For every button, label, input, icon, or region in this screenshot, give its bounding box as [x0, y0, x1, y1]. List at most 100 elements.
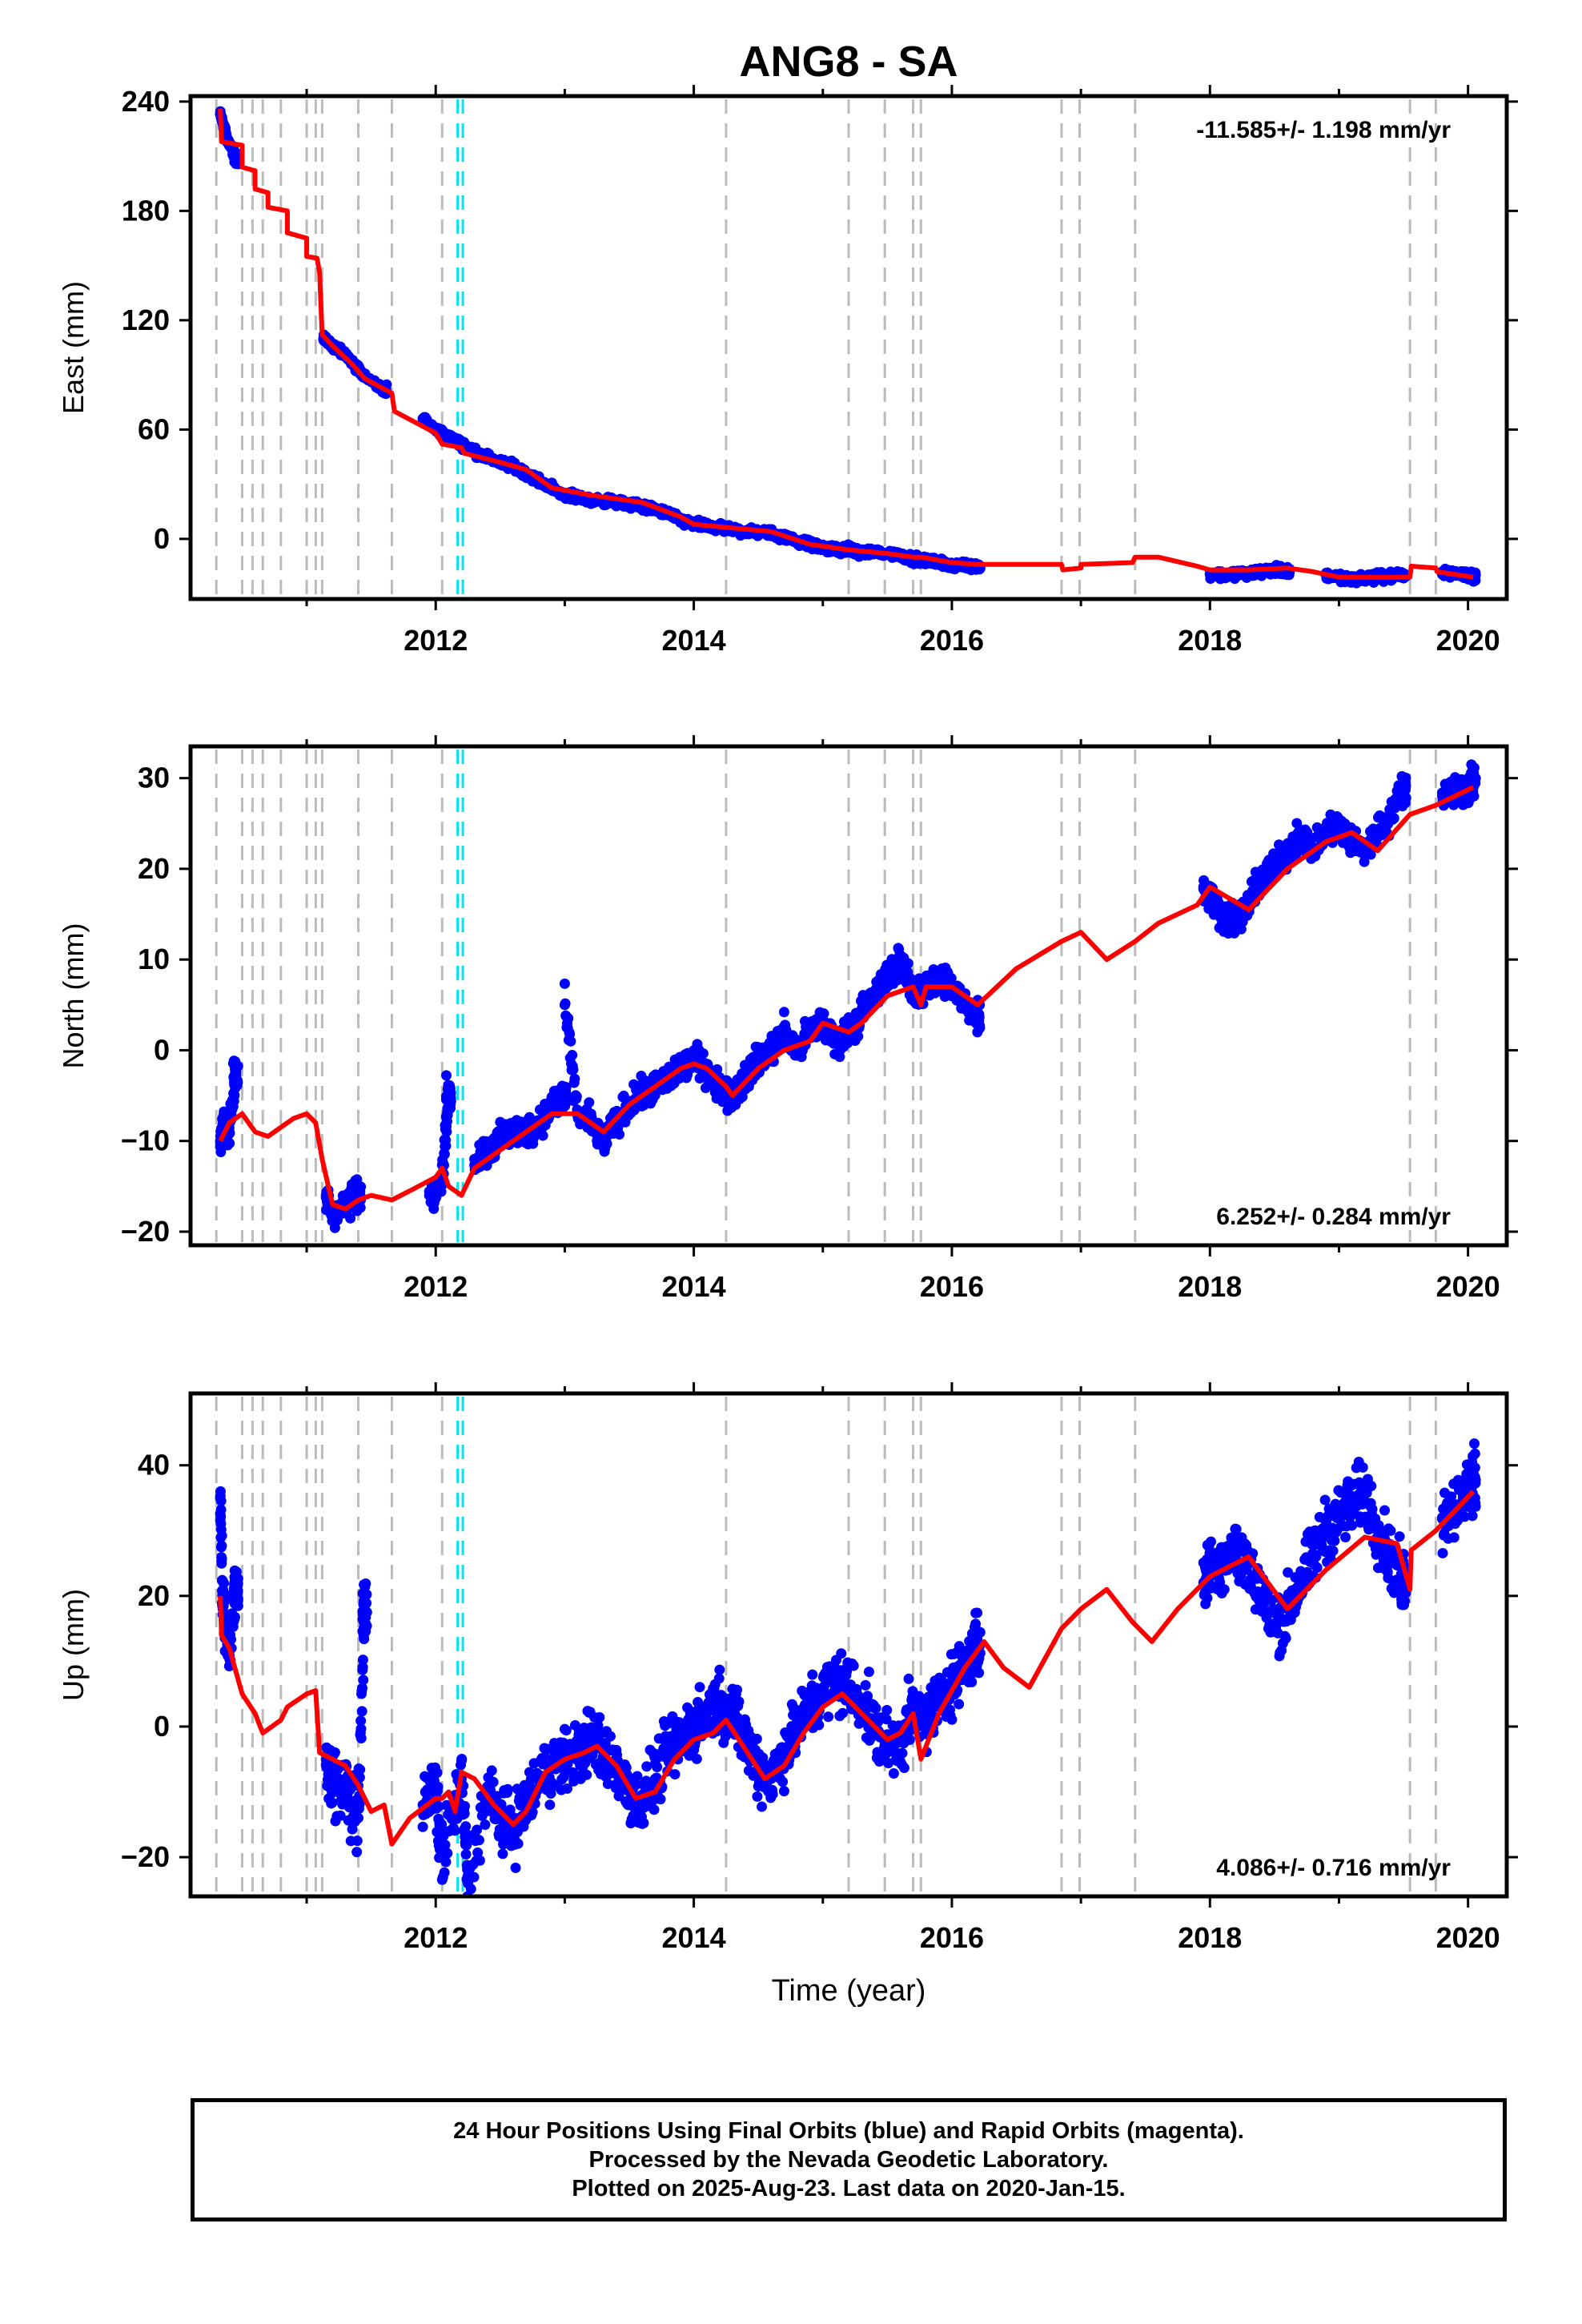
data-point [417, 413, 428, 424]
data-point [581, 1769, 592, 1780]
model-line [218, 785, 1475, 1212]
data-point [631, 1779, 642, 1791]
data-point [473, 1835, 484, 1846]
data-point [230, 1072, 241, 1083]
y-tick-label: −20 [121, 1215, 170, 1248]
data-point [1372, 827, 1383, 838]
data-point [327, 1208, 338, 1219]
data-point [229, 1611, 240, 1622]
x-tick-label: 2018 [1178, 624, 1242, 657]
data-point [355, 1723, 367, 1735]
data-point [441, 1126, 452, 1137]
data-point [220, 1594, 231, 1606]
data-point [712, 1063, 723, 1075]
y-tick-label: 30 [138, 762, 170, 794]
data-point [231, 155, 243, 166]
y-tick-label: 20 [138, 852, 170, 885]
data-point [594, 1712, 605, 1723]
data-point [355, 1733, 367, 1744]
data-point [357, 1655, 368, 1666]
data-point [358, 1675, 369, 1686]
data-point [641, 1761, 652, 1772]
data-point [215, 1504, 227, 1515]
data-point [439, 1148, 450, 1160]
data-point [1398, 782, 1409, 793]
data-point [869, 991, 880, 1001]
x-tick-label: 2014 [662, 1270, 726, 1303]
data-point [1231, 918, 1242, 929]
data-point [231, 1566, 242, 1578]
data-point [230, 1584, 241, 1595]
data-point [440, 1839, 451, 1851]
data-point [701, 1708, 713, 1719]
data-point [215, 1492, 226, 1503]
data-point [691, 1753, 702, 1764]
data-point [853, 1031, 864, 1042]
data-point [1269, 863, 1280, 875]
data-point [1359, 845, 1371, 856]
data-point [508, 1825, 519, 1836]
data-point [544, 1799, 556, 1811]
data-point [972, 1008, 983, 1019]
data-point [219, 1578, 230, 1589]
data-point [354, 1799, 365, 1810]
data-point [697, 1047, 709, 1059]
data-point [351, 1847, 363, 1858]
velocity-label: 6.252+/- 0.284 mm/yr [1216, 1204, 1451, 1230]
data-point [432, 1767, 443, 1779]
data-point [356, 1683, 367, 1694]
data-point [527, 1807, 538, 1818]
data-point [436, 1852, 448, 1863]
data-point [497, 1848, 508, 1860]
data-point [614, 1129, 625, 1140]
data-point [1397, 794, 1408, 805]
x-tick-label: 2012 [404, 1270, 468, 1303]
data-point [562, 1783, 573, 1794]
y-axis-label: North (mm) [57, 923, 90, 1069]
data-point [463, 1878, 474, 1889]
data-point [649, 1090, 661, 1101]
data-point [1282, 845, 1293, 856]
y-tick-label: 180 [122, 194, 170, 227]
plot-frame [188, 94, 1509, 601]
data-point [461, 1839, 472, 1851]
data-point [355, 1715, 367, 1727]
data-point [502, 1783, 513, 1795]
data-point [440, 1140, 452, 1152]
data-point [327, 1797, 338, 1808]
data-point [216, 1530, 227, 1542]
data-point [584, 1097, 595, 1108]
data-point [662, 1747, 673, 1759]
data-point [652, 1762, 663, 1773]
data-point [585, 495, 596, 506]
data-point [765, 1044, 777, 1055]
data-point [355, 1764, 366, 1775]
data-point [753, 1054, 764, 1065]
data-point [339, 1787, 351, 1798]
data-point [474, 1855, 485, 1866]
data-point [946, 973, 957, 984]
x-tick-label: 2014 [662, 624, 726, 657]
data-point [469, 1153, 480, 1164]
data-point [327, 1773, 338, 1784]
data-point [351, 1835, 363, 1847]
model-line [218, 108, 1474, 580]
data-point [571, 1091, 582, 1102]
data-point [430, 1787, 441, 1798]
data-point [546, 1099, 557, 1110]
data-point [216, 1554, 227, 1565]
plot-frame [188, 744, 1509, 1248]
data-point [472, 1847, 484, 1858]
y-tick-label: 0 [154, 522, 170, 555]
data-point [559, 978, 570, 989]
data-point [424, 1190, 435, 1201]
data-point [433, 1801, 444, 1812]
data-point [1320, 827, 1331, 838]
data-point [495, 1136, 506, 1147]
data-point [1217, 909, 1228, 920]
data-point [568, 1064, 579, 1076]
x-tick-label: 2018 [1178, 1270, 1242, 1303]
data-point [1450, 782, 1461, 793]
